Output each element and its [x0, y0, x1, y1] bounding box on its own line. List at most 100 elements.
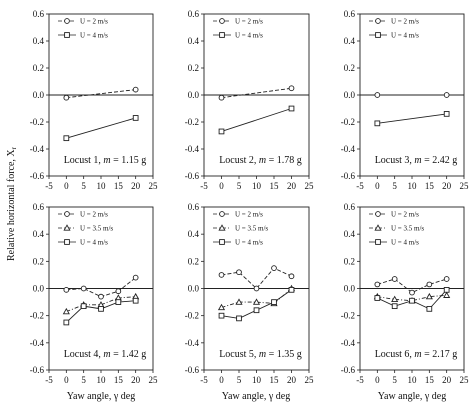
legend-marker — [374, 224, 382, 231]
series-line — [221, 87, 292, 99]
data-point — [288, 287, 295, 293]
x-tick-label: 25 — [460, 181, 470, 191]
caption-part: = 1.35 g — [266, 349, 302, 360]
series-line — [221, 108, 292, 132]
caption-part: Locust 1, — [64, 155, 104, 166]
y-tick-label: 0.0 — [344, 284, 356, 294]
panel-caption: Locust 4, m = 1.42 g — [64, 349, 147, 360]
x-tick-label: 5 — [237, 375, 242, 385]
legend-entry: U = 4 m/s — [213, 239, 263, 247]
data-point — [374, 281, 381, 288]
x-tick-label: -5 — [45, 375, 53, 385]
data-point — [443, 291, 451, 298]
data-point — [98, 306, 104, 312]
x-tick-label: 0 — [219, 181, 224, 191]
legend-entry: U = 2 m/s — [213, 211, 263, 219]
y-tick-label: 0.2 — [33, 256, 44, 266]
y-tick-label: 0.4 — [344, 229, 356, 239]
legend-entry: U = 2 m/s — [369, 18, 419, 26]
caption-part: m — [103, 349, 110, 360]
x-tick-label: 20 — [287, 181, 297, 191]
y-tick-label: -0.6 — [185, 171, 200, 181]
series — [63, 297, 139, 326]
x-tick-label: 25 — [460, 375, 470, 385]
x-tick-label: 5 — [392, 181, 397, 191]
data-point — [62, 307, 70, 315]
y-tick-label: 0.0 — [188, 284, 200, 294]
y-tick-label: 0.6 — [344, 9, 356, 19]
legend-entry: U = 4 m/s — [369, 239, 419, 247]
y-tick-label: -0.6 — [341, 365, 356, 375]
series — [374, 287, 450, 312]
series — [63, 274, 139, 300]
legend-label: U = 2 m/s — [391, 18, 419, 26]
data-point — [218, 128, 225, 135]
caption-part: m — [414, 155, 421, 166]
x-tick-label: -5 — [356, 375, 364, 385]
data-point — [63, 94, 70, 101]
legend-label: U = 3.5 m/s — [80, 225, 113, 233]
data-point — [132, 297, 139, 304]
data-point — [409, 297, 415, 304]
y-tick-label: -0.4 — [185, 144, 200, 154]
x-tick-label: 25 — [149, 181, 159, 191]
caption-part: m — [259, 155, 266, 166]
series — [218, 85, 295, 101]
x-tick-label: 20 — [287, 375, 297, 385]
y-tick-label: -0.2 — [30, 117, 44, 127]
y-tick-label: 0.6 — [188, 9, 200, 19]
x-tick-label: 0 — [219, 375, 224, 385]
panel-a: -0.6 -0.4 -0.2 0.0 0.2 0.4 0.6 -5 0 5 10 15 20 25 U = … — [30, 9, 158, 191]
y-tick-label: -0.2 — [341, 311, 355, 321]
panel-caption: Locust 6, m = 2.17 g — [375, 349, 458, 360]
data-point — [115, 299, 122, 305]
caption-part: m — [259, 349, 266, 360]
x-tick-label: 0 — [64, 181, 69, 191]
y-tick-label: -0.4 — [30, 338, 45, 348]
x-tick-label: 10 — [408, 181, 418, 191]
data-point — [426, 281, 433, 288]
caption-part: m — [103, 155, 110, 166]
legend-marker — [219, 32, 225, 38]
x-tick-label: 10 — [252, 375, 262, 385]
x-tick-label: 0 — [375, 181, 380, 191]
caption-part: = 2.42 g — [422, 155, 458, 166]
data-point — [236, 269, 242, 276]
legend-entry: U = 2 m/s — [369, 211, 419, 219]
x-tick-label: 15 — [270, 181, 280, 191]
legend-entry: U = 2 m/s — [58, 18, 108, 26]
data-point — [391, 295, 399, 303]
data-point — [374, 295, 381, 301]
legend-label: U = 3.5 m/s — [235, 225, 268, 233]
x-tick-label: 20 — [131, 181, 141, 191]
x-tick-label: 20 — [442, 375, 452, 385]
y-tick-label: 0.4 — [344, 36, 356, 46]
series-line — [66, 277, 136, 298]
y-tick-label: -0.2 — [30, 311, 44, 321]
legend-label: U = 4 m/s — [391, 239, 419, 247]
y-tick-label: 0.2 — [188, 256, 199, 266]
caption-part: = 1.15 g — [111, 155, 147, 166]
legend-label: U = 4 m/s — [80, 239, 108, 247]
data-point — [409, 289, 415, 296]
data-point — [218, 272, 225, 278]
y-tick-label: 0.6 — [33, 202, 45, 212]
panel-caption: Locust 3, m = 2.42 g — [375, 155, 458, 166]
x-tick-label: 20 — [131, 375, 141, 385]
y-tick-label: 0.2 — [344, 256, 355, 266]
y-tick-label: 0.0 — [344, 90, 356, 100]
legend-marker — [375, 32, 381, 38]
y-tick-label: 0.4 — [33, 36, 45, 46]
data-point — [271, 265, 277, 271]
legend-label: U = 2 m/s — [80, 18, 108, 26]
caption-part: Locust 6, — [375, 349, 415, 360]
data-point — [80, 285, 87, 292]
data-point — [425, 292, 433, 300]
y-tick-label: -0.6 — [185, 365, 200, 375]
data-point — [253, 285, 260, 292]
legend-label: U = 4 m/s — [235, 239, 263, 247]
x-tick-label: 20 — [442, 181, 452, 191]
x-axis-title-3: Yaw angle, γ deg — [378, 391, 446, 402]
data-point — [374, 120, 381, 127]
data-point — [391, 303, 398, 310]
